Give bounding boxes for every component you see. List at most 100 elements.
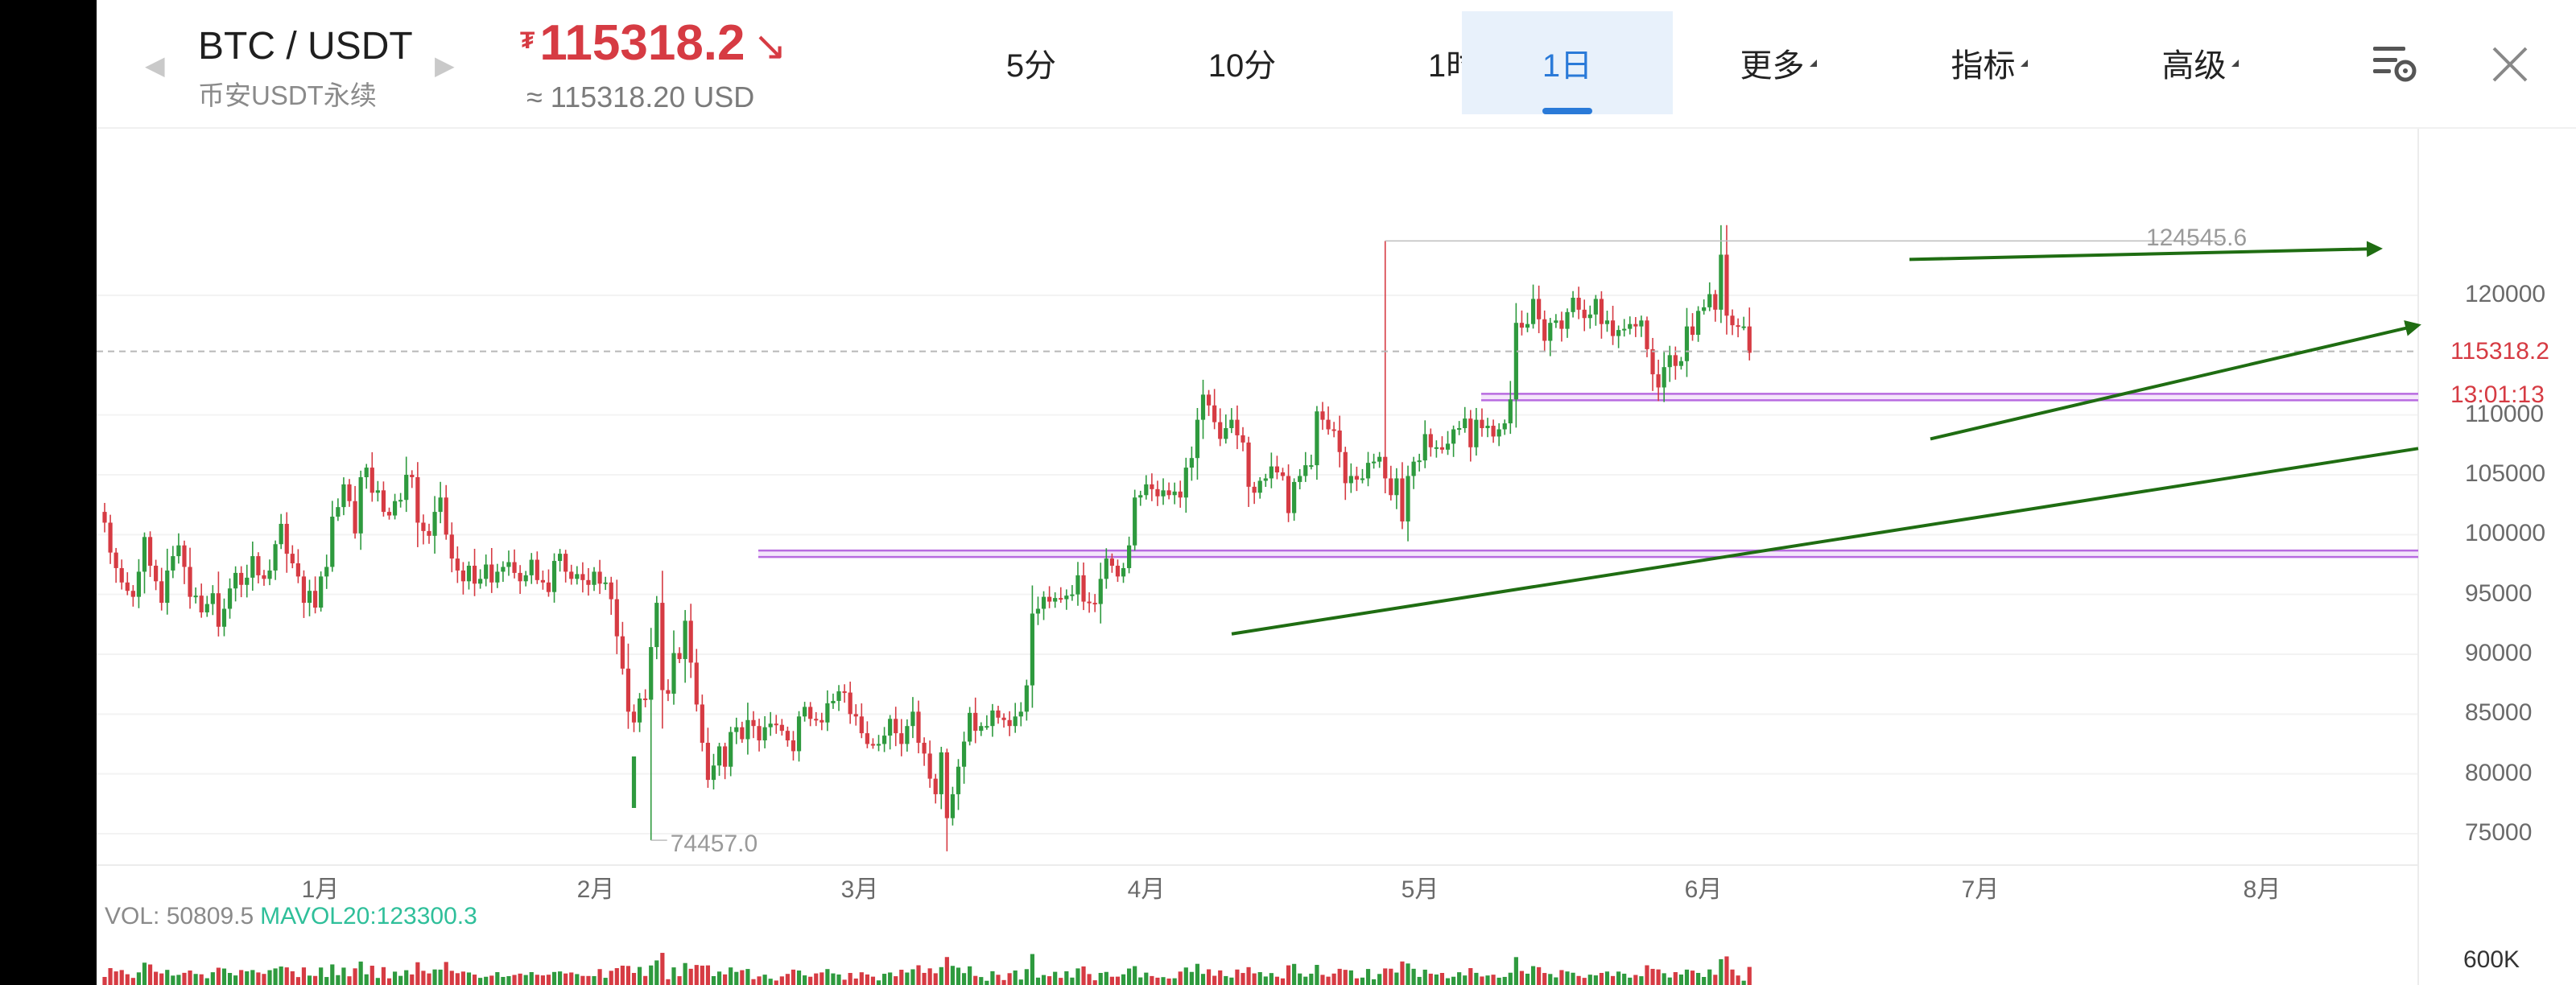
volume-bar <box>592 975 597 985</box>
candle <box>1263 473 1268 487</box>
volume-bar <box>518 973 522 985</box>
volume-bar <box>700 965 704 985</box>
candle <box>1530 284 1536 329</box>
candle <box>523 571 528 587</box>
volume-bar <box>1571 972 1575 985</box>
candle <box>1150 473 1154 501</box>
volume-bar <box>535 975 539 985</box>
volume-bar <box>1587 975 1592 985</box>
volume-bar <box>1109 976 1114 985</box>
volume-bar <box>779 976 784 985</box>
volume-bar <box>130 978 135 985</box>
candle <box>1166 482 1171 500</box>
volume-bar <box>569 972 574 985</box>
candle <box>1212 389 1217 430</box>
symbol-name[interactable]: BTC / USDT <box>198 25 413 68</box>
volume-bar <box>364 974 369 985</box>
volume-bar <box>1286 965 1291 985</box>
volume-bar <box>1115 976 1121 985</box>
candle <box>193 587 198 604</box>
tab-indicators[interactable]: 指标 <box>1884 11 2095 114</box>
volume-bar <box>512 975 517 985</box>
tab-5min[interactable]: 5分 <box>926 11 1137 114</box>
volume-bar <box>284 967 289 985</box>
volume-bar <box>694 965 699 985</box>
tab-more[interactable]: 更多 <box>1673 11 1884 114</box>
candle <box>1200 379 1206 439</box>
volume-bar <box>1018 979 1023 985</box>
candle <box>1144 475 1149 500</box>
horizontal-levels[interactable] <box>758 393 2418 558</box>
price-tick-label: 95000 <box>2465 579 2533 607</box>
candlestick-chart[interactable] <box>97 129 2576 985</box>
close-icon[interactable] <box>2484 39 2536 90</box>
volume-bar <box>968 966 972 985</box>
candle <box>1053 592 1058 608</box>
volume-bar <box>819 972 824 985</box>
volume-bar <box>427 973 431 985</box>
candle <box>125 572 130 596</box>
trendline[interactable] <box>1231 447 2419 636</box>
volume-bar <box>740 970 745 985</box>
volume-bar <box>1604 971 1610 985</box>
candle <box>660 571 665 729</box>
candle <box>785 726 790 747</box>
candle <box>1138 490 1143 506</box>
candle <box>147 531 153 577</box>
candle <box>711 753 716 790</box>
volume-bar <box>1212 975 1217 985</box>
candle <box>671 630 676 705</box>
prev-symbol-icon[interactable]: ◀ <box>145 51 165 80</box>
volume-bar <box>774 980 778 985</box>
volume-bar <box>916 965 921 985</box>
chart-settings-icon[interactable] <box>2368 39 2420 90</box>
candle <box>944 748 949 851</box>
candle <box>1747 307 1752 361</box>
tab-10min[interactable]: 10分 <box>1137 11 1348 114</box>
volume-bar <box>1001 979 1006 985</box>
candle <box>239 566 244 598</box>
candle <box>1059 587 1063 604</box>
tab-1day[interactable]: 1日 <box>1462 11 1673 114</box>
candle <box>1092 594 1097 612</box>
volume-bar <box>119 970 124 985</box>
candle <box>796 711 802 762</box>
price-tick-label: 110000 <box>2465 400 2544 427</box>
volume-bar <box>1485 975 1490 985</box>
volume-bar <box>1650 968 1655 985</box>
candle <box>1035 596 1041 625</box>
volume-bar <box>1195 963 1200 985</box>
volume-bar <box>842 979 847 985</box>
candle <box>716 743 722 777</box>
volume-bar <box>1389 968 1393 985</box>
volume-bar <box>1092 980 1097 985</box>
candle <box>922 737 927 766</box>
candle <box>353 485 357 539</box>
candle <box>535 551 539 584</box>
trendline[interactable] <box>1930 320 2421 441</box>
tab-advanced[interactable]: 高级 <box>2095 11 2306 114</box>
candle <box>506 550 511 576</box>
candle <box>996 705 1001 724</box>
candle <box>836 685 841 711</box>
trendline[interactable] <box>1909 241 2383 262</box>
volume-bar <box>933 973 938 985</box>
candle <box>1377 451 1382 468</box>
candle <box>1513 303 1518 428</box>
volume-bar <box>319 967 324 985</box>
candle <box>1439 436 1445 454</box>
candle <box>369 451 374 502</box>
volume-bar <box>1513 957 1518 985</box>
volume-bar <box>1354 978 1359 985</box>
trendlines[interactable] <box>1231 241 2421 636</box>
volume-bar <box>1087 974 1092 985</box>
volume-bar <box>1730 969 1735 985</box>
volume-bar <box>1178 971 1183 985</box>
candle <box>1001 713 1006 728</box>
next-symbol-icon[interactable]: ▶ <box>435 51 455 80</box>
candle <box>1081 562 1086 611</box>
current-price-label: 115318.2 <box>2450 338 2549 365</box>
candle <box>1360 468 1365 484</box>
candle <box>484 554 489 587</box>
candle <box>558 549 563 572</box>
